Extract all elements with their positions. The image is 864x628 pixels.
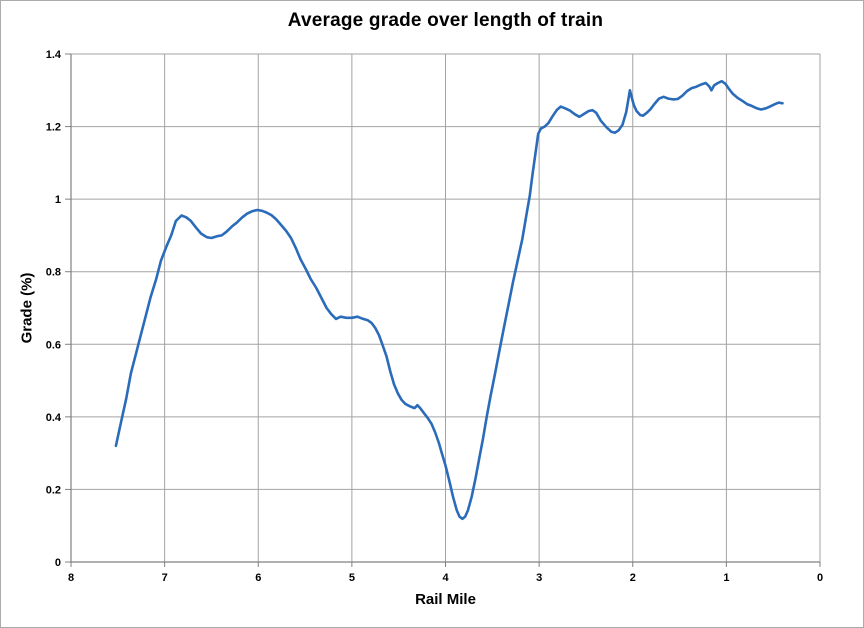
y-tick-label: 1.2	[46, 122, 61, 134]
y-tick-label: 0.2	[46, 484, 61, 496]
y-tick-label: 0.6	[46, 339, 61, 351]
x-tick-label: 4	[442, 572, 449, 584]
x-tick-label: 0	[817, 572, 823, 584]
y-tick-label: 0.8	[46, 267, 61, 279]
x-tick-label: 8	[68, 572, 74, 584]
x-tick-label: 6	[255, 572, 261, 584]
series-line	[114, 79, 784, 521]
x-tick-label: 5	[349, 572, 355, 584]
x-axis-title: Rail Mile	[415, 591, 476, 608]
y-tick-label: 1	[55, 194, 61, 206]
x-tick-label: 1	[723, 572, 729, 584]
x-tick-label: 2	[630, 572, 636, 584]
y-tick-label: 1.4	[46, 49, 62, 61]
y-tick-label: 0	[55, 557, 61, 569]
y-tick-label: 0.4	[46, 412, 62, 424]
x-tick-label: 7	[162, 572, 168, 584]
chart-title: Average grade over length of train	[287, 10, 604, 31]
x-tick-label: 3	[536, 572, 542, 584]
